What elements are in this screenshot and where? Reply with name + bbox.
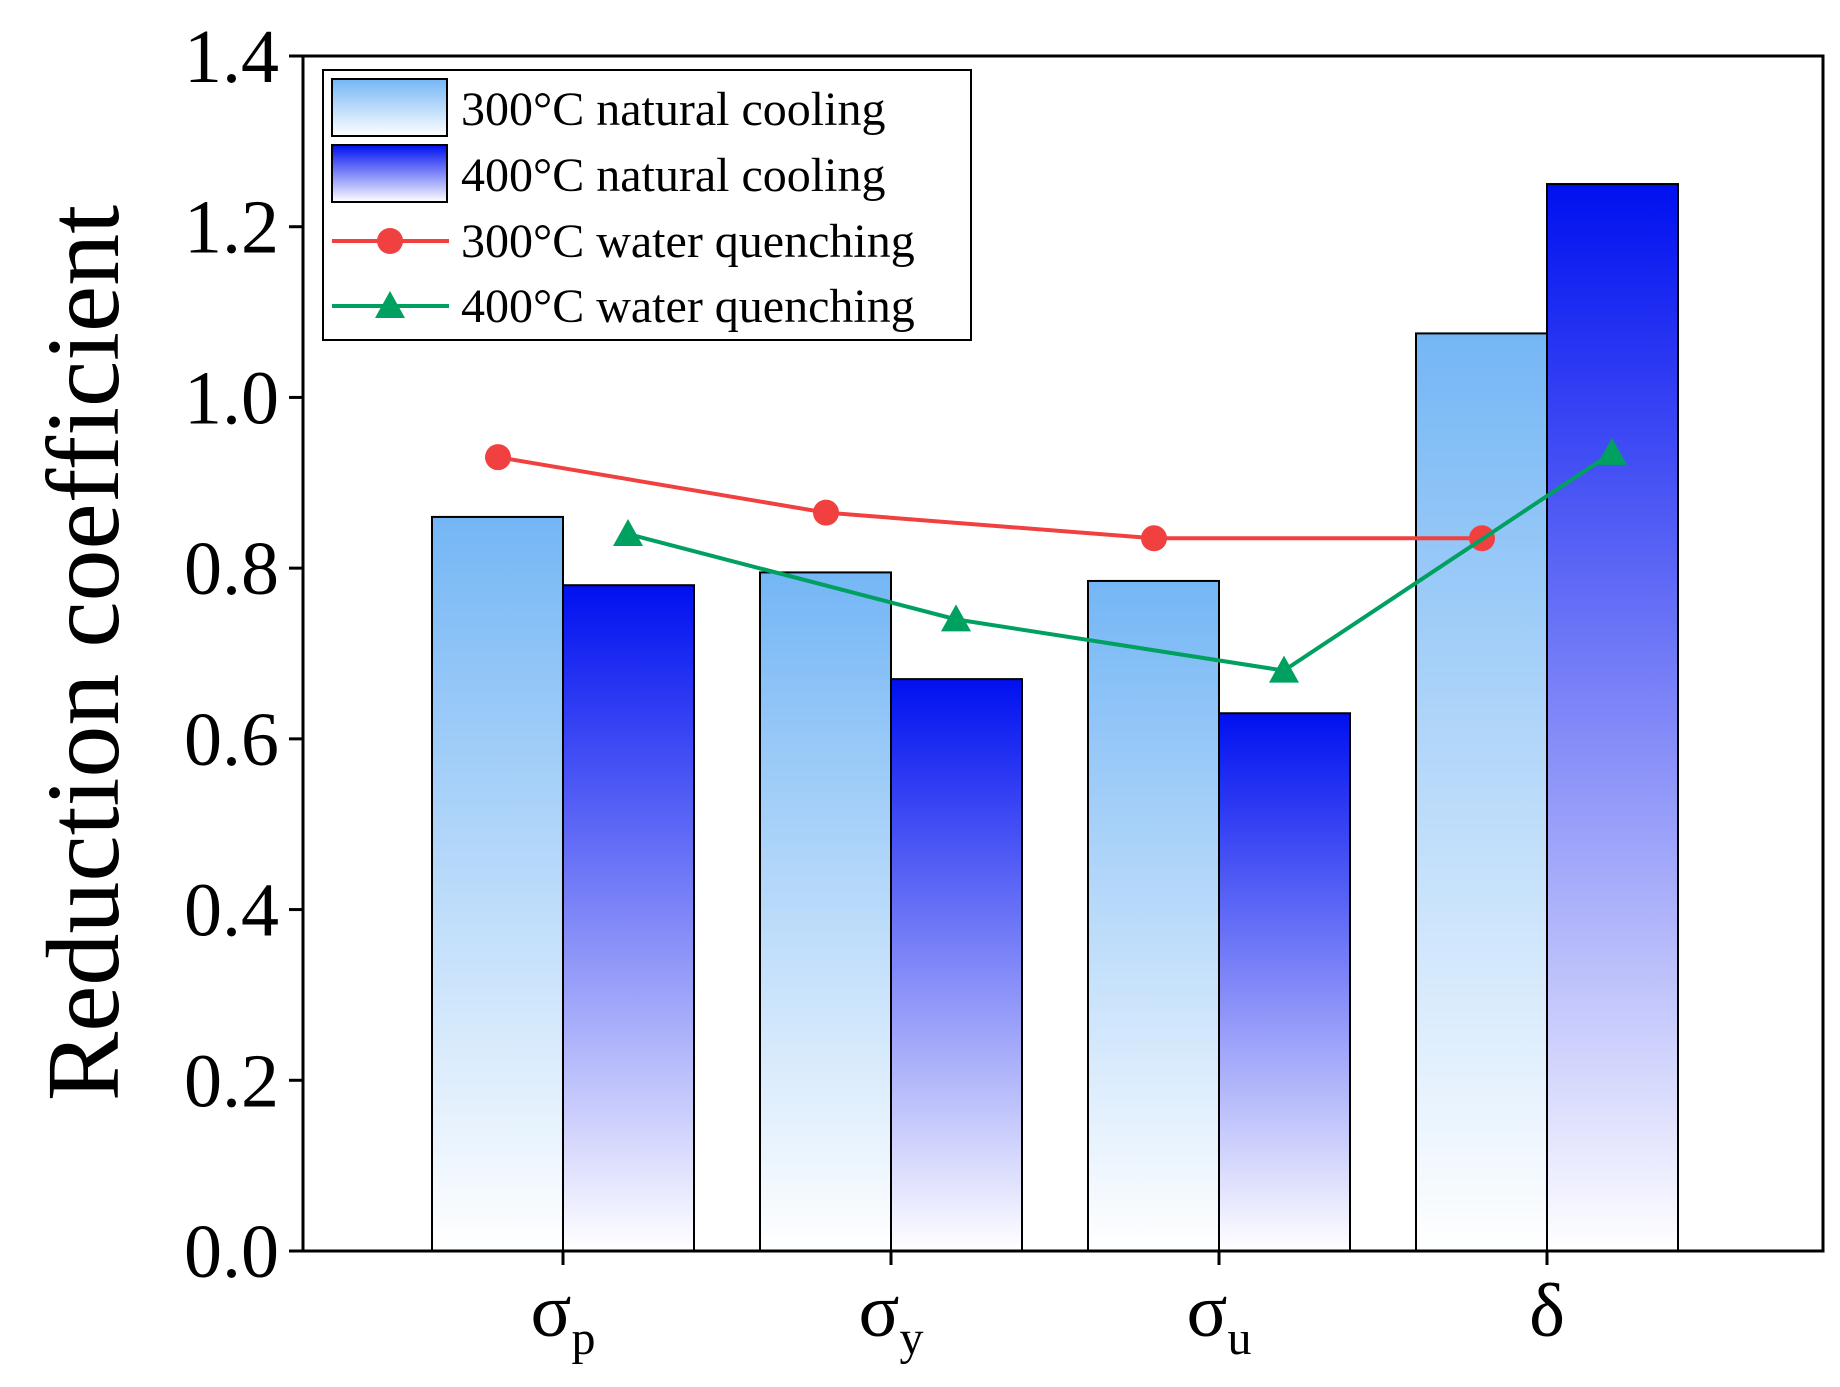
legend-marker-triangle <box>375 291 405 318</box>
point-series1-cat0 <box>613 519 643 546</box>
plot-frame <box>301 54 1825 1253</box>
x-tick-label-1: σy <box>859 1269 924 1365</box>
bar-series0-cat1 <box>759 571 892 1252</box>
x-tick-symbol-1: σ <box>859 1269 900 1353</box>
bar-series1-cat3 <box>1546 183 1679 1252</box>
y-tick-label-1: 0.2 <box>184 1039 279 1123</box>
x-tick-subscript-1: y <box>899 1312 923 1365</box>
x-tick-label-3: δ <box>1529 1269 1565 1353</box>
y-tick-label-2: 0.4 <box>184 869 279 953</box>
bar-series1-cat2 <box>1218 712 1351 1252</box>
x-tick-label-0: σp <box>531 1269 596 1365</box>
y-tick-label-4: 0.8 <box>184 527 279 611</box>
bars-layer <box>431 183 1679 1252</box>
bar-series0-cat2 <box>1087 579 1220 1252</box>
line-series0 <box>497 455 1482 541</box>
point-series1-cat2 <box>1269 655 1299 683</box>
legend-label-300c-natural-cooling: 300°C natural cooling <box>461 83 885 136</box>
lines-layer <box>485 437 1627 683</box>
x-tick-symbol-3: δ <box>1529 1269 1565 1353</box>
x-tick-subscript-2: u <box>1227 1312 1251 1365</box>
x-tick-label-2: σu <box>1187 1269 1252 1365</box>
x-axis: σp σy σu δ <box>531 1251 1565 1365</box>
point-series0-cat1 <box>813 499 839 526</box>
bar-series0-cat0 <box>431 515 564 1252</box>
y-axis: 0.0 0.2 0.4 0.6 0.8 1.0 1.2 1.4 <box>184 15 303 1294</box>
legend-swatch-400c-natural-cooling <box>331 144 448 203</box>
legend-marker-circle <box>377 228 403 254</box>
x-tick-symbol-2: σ <box>1187 1269 1228 1353</box>
line-series1 <box>627 451 1614 673</box>
bar-series0-cat3 <box>1415 332 1548 1252</box>
y-tick-label-3: 0.6 <box>184 698 279 782</box>
y-tick-label-6: 1.2 <box>184 186 279 270</box>
legend-label-400c-natural-cooling: 400°C natural cooling <box>461 149 885 202</box>
legend: 300°C natural cooling 400°C natural cool… <box>322 69 972 341</box>
point-series0-cat0 <box>485 444 511 471</box>
legend-label-400c-water-quenching: 400°C water quenching <box>461 280 915 333</box>
legend-swatch-300c-natural-cooling <box>331 78 448 137</box>
y-tick-label-0: 0.0 <box>184 1210 279 1294</box>
y-tick-label-5: 1.0 <box>184 356 279 440</box>
point-series0-cat2 <box>1141 525 1167 552</box>
y-tick-label-7: 1.4 <box>184 15 279 99</box>
point-series1-cat1 <box>941 604 971 632</box>
bar-series1-cat1 <box>890 678 1023 1252</box>
x-tick-symbol-0: σ <box>531 1269 572 1353</box>
bar-series1-cat0 <box>562 584 695 1252</box>
legend-label-300c-water-quenching: 300°C water quenching <box>461 215 915 268</box>
x-tick-subscript-0: p <box>571 1312 595 1365</box>
y-axis-title: Reduction coefficient <box>26 205 141 1101</box>
point-series1-cat3 <box>1597 437 1627 465</box>
